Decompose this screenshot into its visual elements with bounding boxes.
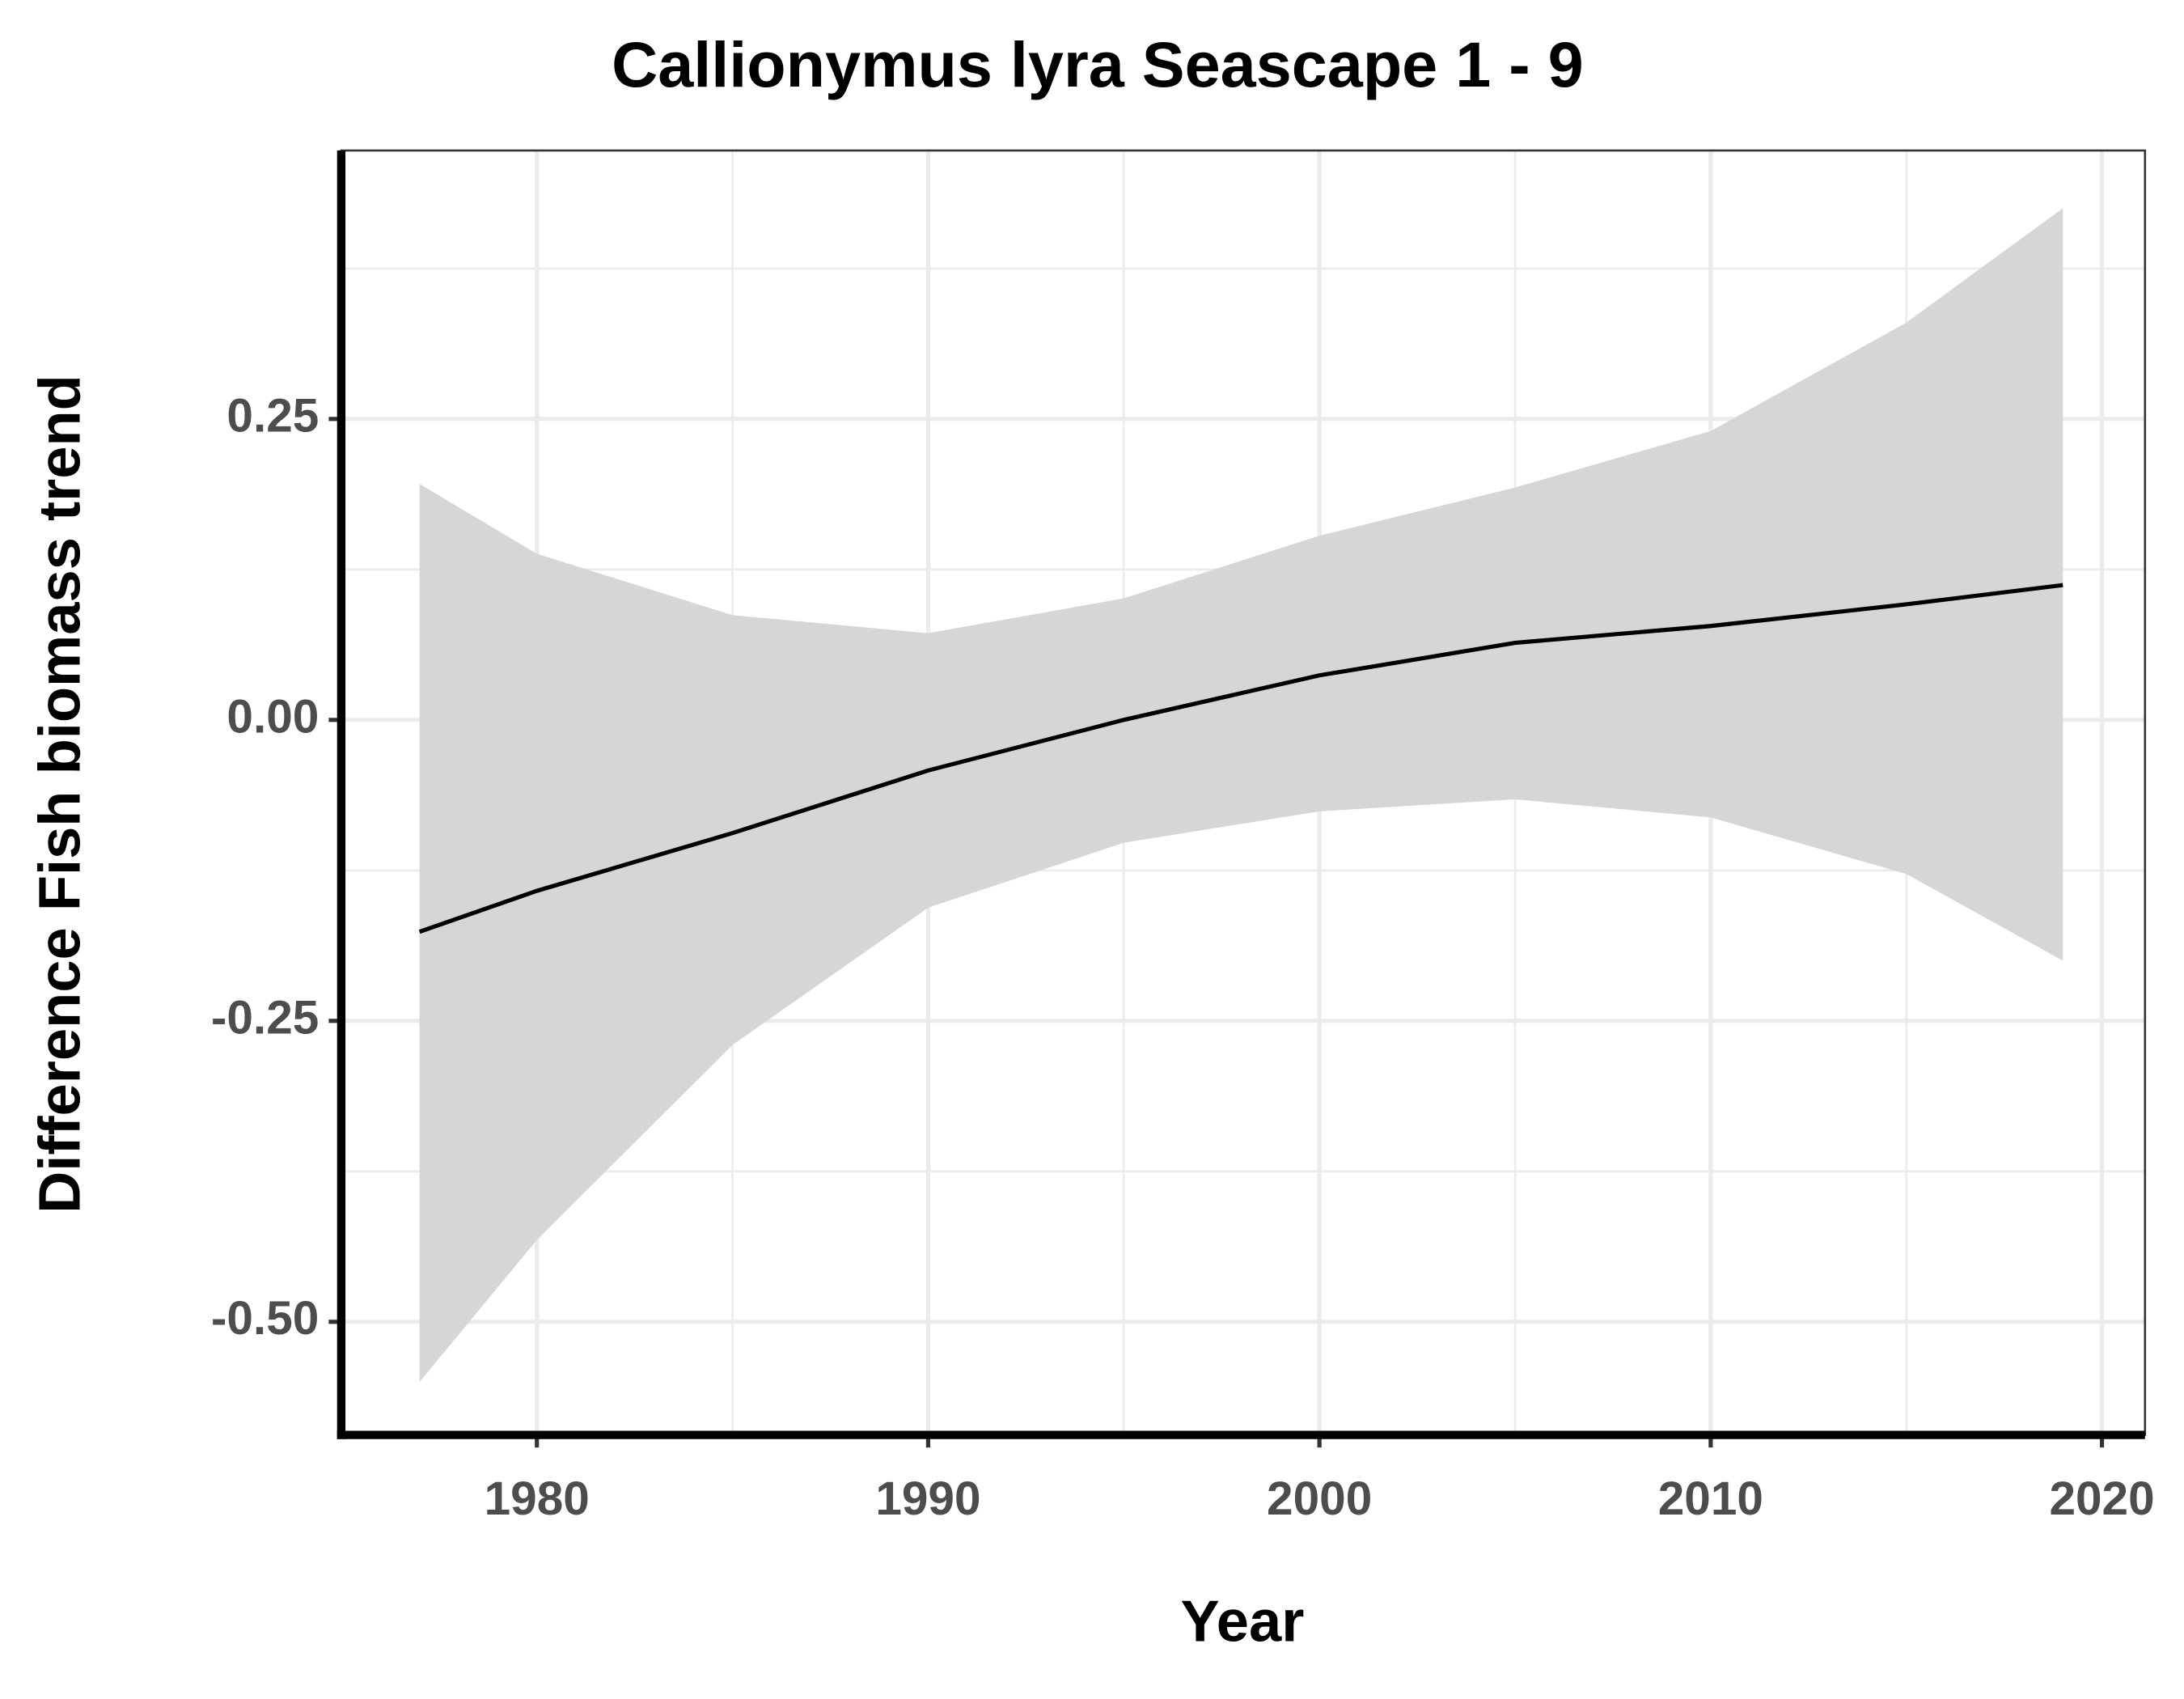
x-axis-title: Year	[1181, 1590, 1305, 1655]
x-tick-label: 1990	[875, 1472, 980, 1525]
x-tick-label: 1980	[485, 1472, 590, 1525]
confidence-band	[419, 208, 2063, 1383]
y-tick-label: 0.25	[226, 389, 319, 442]
y-axis-title: Difference Fish biomass trend	[28, 375, 92, 1214]
y-tick-label: -0.25	[211, 991, 319, 1044]
trend-line	[418, 583, 2063, 934]
y-tick-label: -0.50	[211, 1292, 319, 1345]
y-tick-label: 0.00	[226, 690, 319, 743]
x-tick-label: 2020	[2049, 1472, 2154, 1525]
chart-title: Callionymus lyra Seascape 1 - 9	[612, 28, 1584, 100]
x-tick-label: 2010	[1658, 1472, 1763, 1525]
x-tick-label: 2000	[1267, 1472, 1372, 1525]
